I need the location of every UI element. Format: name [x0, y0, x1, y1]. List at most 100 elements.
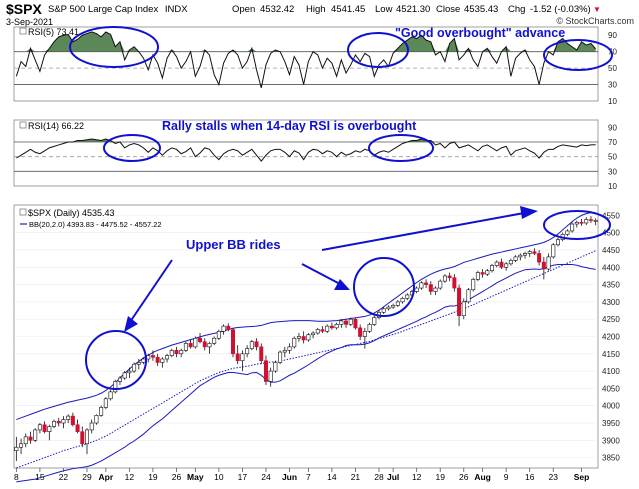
y-tick-label: 10 — [608, 182, 617, 191]
dotted-moving-average — [16, 250, 596, 469]
candle-body — [367, 324, 372, 332]
x-tick-label: 19 — [148, 472, 158, 482]
candle-body — [480, 272, 485, 275]
x-tick-label: 19 — [435, 472, 445, 482]
x-tick-label: 23 — [549, 472, 559, 482]
x-tick-label: 14 — [327, 472, 337, 482]
x-tick-label: 9 — [504, 472, 509, 482]
x-tick-label: 21 — [351, 472, 361, 482]
price-legend: $SPX (Daily) 4535.43 BB(20,2.0) 4393.83 … — [19, 208, 162, 229]
candle-body — [508, 260, 513, 265]
annotation-marks — [69, 26, 613, 390]
candle-body — [19, 443, 24, 448]
candle-body — [240, 353, 245, 362]
candle-body — [75, 424, 80, 432]
overbought-fill — [16, 31, 596, 52]
open-value: 4532.42 — [260, 4, 294, 15]
candle-body — [329, 325, 334, 329]
candle-body — [541, 261, 546, 270]
price-ellipse-april — [85, 330, 147, 390]
candle-body — [141, 358, 146, 363]
candle-body — [160, 358, 165, 363]
candle-body — [400, 298, 405, 303]
x-tick-label: 28 — [374, 472, 384, 482]
legend-swatch — [19, 208, 27, 216]
low-label: Low — [375, 4, 393, 15]
exchange: INDX — [165, 4, 188, 15]
candle-body — [442, 275, 447, 282]
y-tick-label: 4500 — [602, 229, 620, 238]
candle-body — [320, 329, 325, 332]
candle-body — [494, 261, 499, 266]
bb-legend-text: BB(20,2.0) 4393.83 - 4475.52 - 4557.22 — [29, 220, 162, 229]
price-legend-text: $SPX (Daily) 4535.43 — [28, 208, 115, 218]
y-tick-label: 90 — [608, 123, 617, 132]
candle-body — [555, 239, 560, 246]
symbol: $SPX — [6, 1, 42, 17]
candle-body — [381, 308, 386, 313]
candle-body — [414, 287, 419, 292]
y-tick-label: 70 — [608, 138, 617, 147]
x-tick-label: Jun — [282, 472, 297, 482]
low-value: 4521.30 — [396, 4, 430, 15]
candle-body — [207, 343, 212, 348]
arrow-to-sep-line — [321, 212, 525, 251]
candle-body — [395, 301, 400, 306]
candle-body — [523, 253, 527, 256]
candle-body — [386, 306, 391, 310]
candle-body — [202, 341, 207, 348]
candle-body — [311, 332, 316, 336]
date: 3-Sep-2021 — [6, 17, 53, 27]
y-tick-label: 4450 — [602, 246, 620, 255]
y-tick-label: 4250 — [602, 315, 620, 324]
candle-body — [113, 381, 118, 393]
panel-frame — [13, 119, 599, 187]
candle-body — [268, 370, 273, 382]
candle-body — [296, 336, 301, 339]
open-label: Open — [232, 4, 255, 15]
y-tick-label: 3900 — [602, 436, 620, 445]
chg-value: -1.52 (-0.03%) — [530, 4, 591, 15]
candle-body — [127, 370, 132, 374]
candle-body — [99, 407, 104, 416]
candle-body — [292, 337, 297, 348]
candle-body — [574, 222, 579, 225]
x-tick-label: Jul — [387, 472, 399, 482]
candle-body — [372, 317, 377, 325]
candle-body — [42, 424, 47, 432]
candle-body — [518, 254, 523, 258]
candle-body — [179, 350, 184, 355]
rsi14-annotation: Rally stalls when 14-day RSI is overboug… — [162, 119, 417, 133]
bb-lower-band — [16, 264, 596, 483]
candle-body — [155, 356, 160, 363]
candle-body — [452, 277, 457, 289]
legend-swatch — [19, 27, 27, 35]
y-tick-label: 30 — [608, 167, 617, 176]
candle-body — [94, 415, 99, 424]
rsi5-legend: RSI(5) 73.41 — [19, 27, 79, 37]
rsi14-legend-text: RSI(14) 66.22 — [28, 121, 84, 131]
x-tick-label: 22 — [59, 472, 69, 482]
candle-body — [433, 287, 438, 292]
candle-body — [532, 251, 537, 254]
x-tick-label: 10 — [214, 472, 224, 482]
x-tick-label: 24 — [261, 472, 271, 482]
candle-body — [61, 419, 66, 424]
candle-body — [424, 282, 429, 285]
y-tick-label: 4050 — [602, 384, 620, 393]
price-panel: 3850 3900 3950 4000 4050 4100 4150 4200 4250 4300… — [13, 204, 620, 483]
candle-body — [23, 436, 28, 445]
y-tick-label: 4300 — [602, 298, 620, 307]
y-tick-label: 4100 — [602, 367, 620, 376]
x-tick-label: 16 — [525, 472, 535, 482]
chg-down-arrow-icon: ▼ — [593, 5, 601, 14]
candle-body — [37, 424, 42, 431]
candle-body — [249, 341, 254, 349]
candle-body — [419, 282, 424, 289]
candle-body — [447, 275, 452, 278]
candle-body — [466, 289, 471, 303]
rsi-line — [15, 31, 597, 88]
y-tick-label: 4400 — [602, 263, 620, 272]
candle-body — [579, 222, 584, 224]
x-tick-label: 26 — [459, 472, 469, 482]
